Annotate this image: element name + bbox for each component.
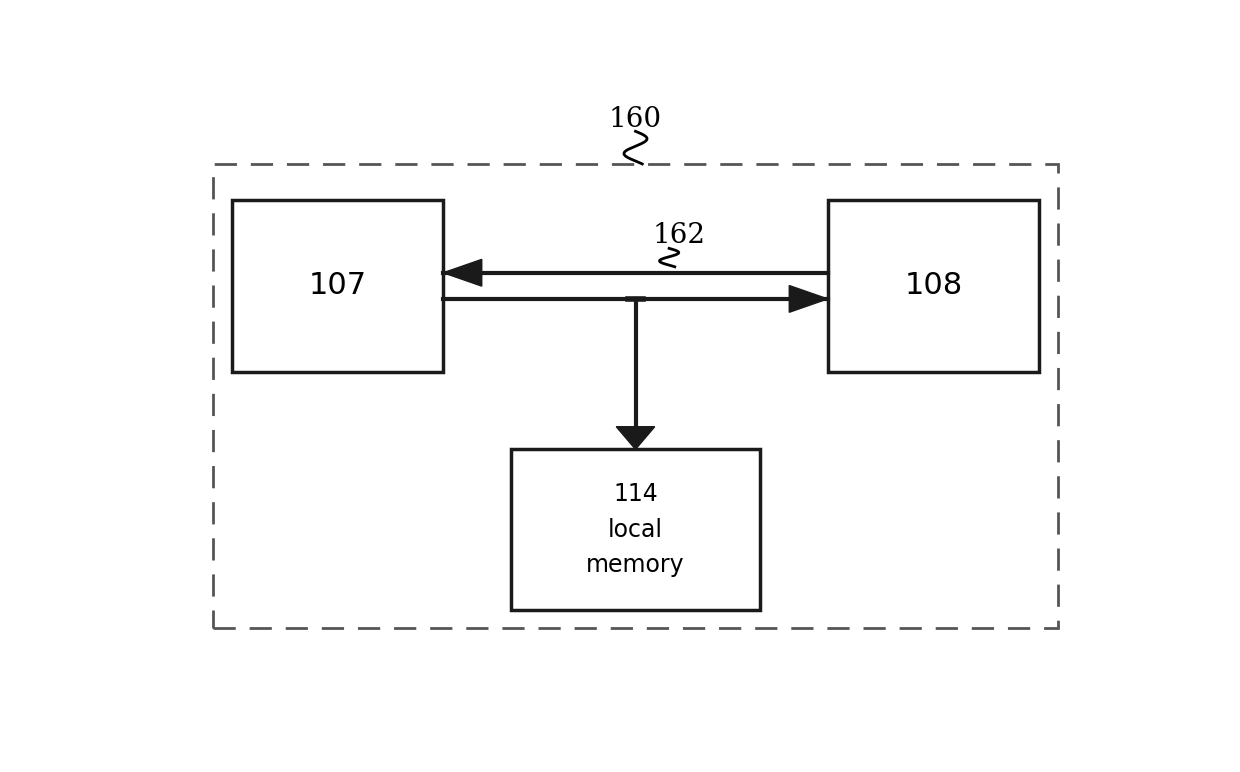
- FancyArrow shape: [444, 286, 828, 313]
- Bar: [828, 200, 1039, 372]
- Text: 160: 160: [609, 106, 662, 133]
- Bar: [213, 164, 1058, 628]
- Text: 107: 107: [309, 271, 367, 300]
- FancyArrow shape: [616, 427, 655, 449]
- Bar: [232, 200, 444, 372]
- FancyArrow shape: [444, 259, 828, 286]
- Text: 108: 108: [904, 271, 962, 300]
- Text: 114
local
memory: 114 local memory: [587, 482, 684, 577]
- Text: 162: 162: [652, 222, 706, 249]
- Bar: [511, 449, 760, 610]
